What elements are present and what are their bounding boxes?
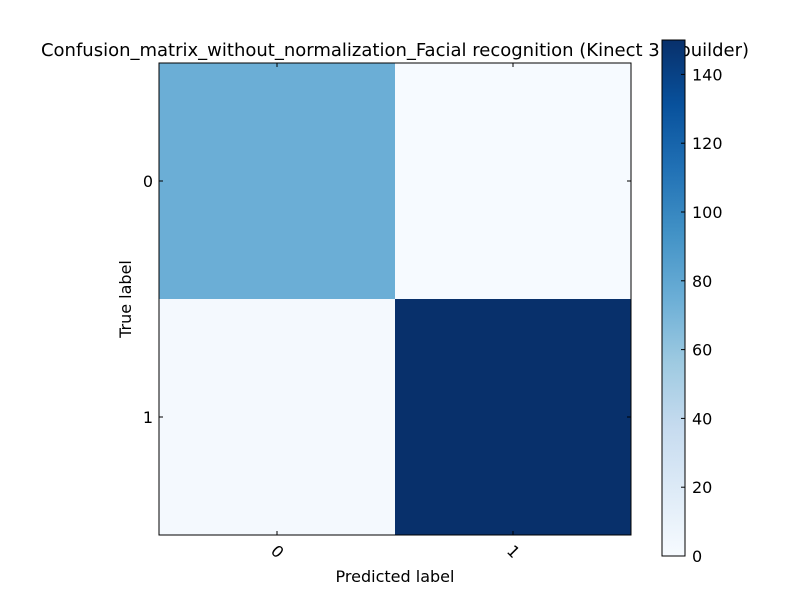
heatmap-cells — [159, 63, 632, 536]
colorbar-tick-label: 100 — [692, 203, 723, 222]
colorbar-tick-label: 140 — [692, 65, 723, 84]
colorbar-tick-label: 80 — [692, 272, 712, 291]
x-axis-label: Predicted label — [336, 567, 455, 586]
y-tick-label: 1 — [143, 408, 153, 427]
x-tick-label: 0 — [267, 541, 288, 562]
y-axis-label: True label — [116, 260, 135, 339]
colorbar-tick-label: 120 — [692, 134, 723, 153]
heatmap-cell-0-0 — [159, 63, 396, 300]
heatmap-cell-1-0 — [159, 299, 396, 536]
plot-frame — [158, 62, 632, 536]
colorbar-tick-label: 60 — [692, 341, 712, 360]
colorbar-tick-label: 20 — [692, 478, 712, 497]
colorbar-tick-label: 40 — [692, 409, 712, 428]
colorbar — [661, 39, 686, 557]
colorbar-tick-label: 0 — [692, 547, 702, 566]
x-tick-label: 1 — [503, 541, 524, 562]
y-tick-label: 0 — [143, 172, 153, 191]
colorbar-ticks: 0 20 40 60 80 100 120 140 — [681, 65, 723, 566]
heatmap-cell-0-1 — [395, 63, 632, 300]
heatmap-cell-1-1 — [395, 299, 632, 536]
chart-title: Confusion_matrix_without_normalization_F… — [41, 40, 749, 61]
